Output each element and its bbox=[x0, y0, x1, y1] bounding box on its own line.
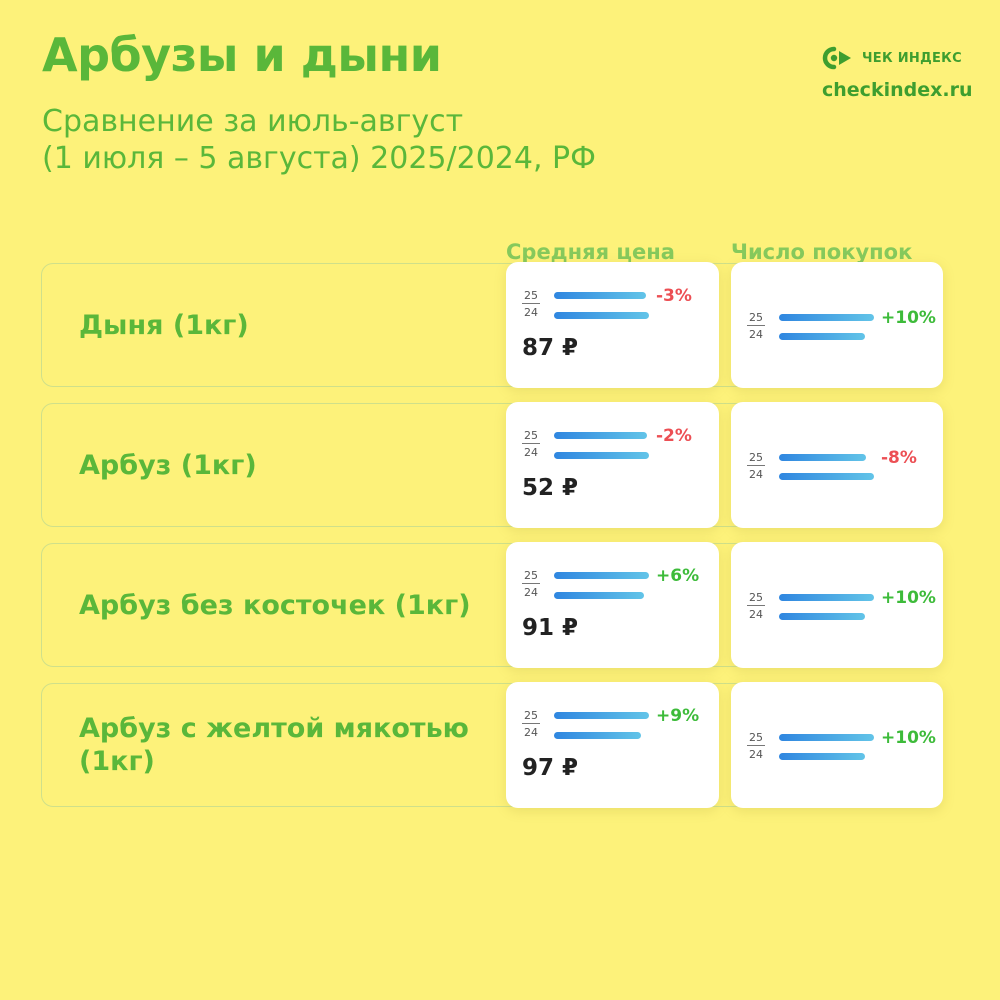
bar-2025 bbox=[779, 314, 874, 321]
bar-2025 bbox=[554, 292, 647, 299]
page-title: Арбузы и дыни bbox=[42, 28, 442, 82]
column-header-avg-price: Средняя цена bbox=[506, 240, 675, 264]
avg-price-card: 25 24 -3% 87 ₽ bbox=[506, 262, 719, 388]
purchases-change-label: +10% bbox=[881, 308, 936, 328]
year-labels: 25 24 bbox=[522, 289, 540, 319]
year-labels: 25 24 bbox=[747, 311, 765, 341]
row-label: Арбуз с желтой мякотью (1кг) bbox=[79, 683, 499, 807]
price-change-label: +6% bbox=[656, 566, 700, 586]
year-label-25: 25 bbox=[522, 709, 540, 724]
bar-2024 bbox=[779, 333, 866, 340]
year-label-24: 24 bbox=[749, 468, 763, 481]
bar-2025 bbox=[779, 454, 867, 461]
purchases-card: 25 24 +10% bbox=[731, 262, 943, 388]
row-label: Арбуз без косточек (1кг) bbox=[79, 543, 499, 667]
year-label-25: 25 bbox=[747, 451, 765, 466]
purchases-card: 25 24 -8% bbox=[731, 402, 943, 528]
cheque-index-logo-icon bbox=[822, 46, 851, 70]
year-labels: 25 24 bbox=[747, 731, 765, 761]
row-label: Дыня (1кг) bbox=[79, 263, 499, 387]
subtitle-line-1: Сравнение за июль-август bbox=[42, 104, 464, 139]
year-label-24: 24 bbox=[749, 328, 763, 341]
purchases-change-label: +10% bbox=[881, 588, 936, 608]
year-label-24: 24 bbox=[749, 608, 763, 621]
avg-price-value: 97 ₽ bbox=[522, 755, 579, 781]
year-labels: 25 24 bbox=[747, 451, 765, 481]
bar-2024 bbox=[779, 473, 874, 480]
purchases-change-label: +10% bbox=[881, 728, 936, 748]
year-label-25: 25 bbox=[522, 429, 540, 444]
year-label-24: 24 bbox=[524, 726, 538, 739]
subtitle-line-2: (1 июля – 5 августа) 2025/2024, РФ bbox=[42, 141, 596, 176]
year-labels: 25 24 bbox=[522, 429, 540, 459]
bar-2024 bbox=[554, 732, 642, 739]
column-header-purchases: Число покупок bbox=[731, 240, 913, 264]
page-subtitle: Сравнение за июль-август (1 июля – 5 авг… bbox=[42, 103, 762, 177]
site-link[interactable]: checkindex.ru bbox=[822, 79, 973, 101]
year-label-25: 25 bbox=[522, 289, 540, 304]
price-change-label: +9% bbox=[656, 706, 700, 726]
bar-2024 bbox=[779, 753, 866, 760]
bar-2024 bbox=[554, 452, 649, 459]
year-label-25: 25 bbox=[747, 591, 765, 606]
bar-2025 bbox=[554, 712, 649, 719]
year-label-25: 25 bbox=[522, 569, 540, 584]
product-name: Арбуз с желтой мякотью (1кг) bbox=[79, 713, 469, 777]
year-label-25: 25 bbox=[747, 731, 765, 746]
purchases-change-label: -8% bbox=[881, 448, 917, 468]
price-change-label: -3% bbox=[656, 286, 692, 306]
year-label-24: 24 bbox=[524, 306, 538, 319]
year-label-25: 25 bbox=[747, 311, 765, 326]
purchases-card: 25 24 +10% bbox=[731, 682, 943, 808]
avg-price-card: 25 24 +9% 97 ₽ bbox=[506, 682, 719, 808]
bar-2024 bbox=[554, 592, 644, 599]
bar-2024 bbox=[554, 312, 649, 319]
bar-2025 bbox=[779, 594, 874, 601]
product-name: Арбуз (1кг) bbox=[79, 449, 257, 481]
avg-price-value: 87 ₽ bbox=[522, 335, 579, 361]
avg-price-card: 25 24 +6% 91 ₽ bbox=[506, 542, 719, 668]
purchases-card: 25 24 +10% bbox=[731, 542, 943, 668]
year-label-24: 24 bbox=[749, 748, 763, 761]
product-name: Арбуз без косточек (1кг) bbox=[79, 589, 471, 621]
year-label-24: 24 bbox=[524, 586, 538, 599]
logo-text: ЧЕК ИНДЕКС bbox=[862, 50, 962, 66]
avg-price-card: 25 24 -2% 52 ₽ bbox=[506, 402, 719, 528]
avg-price-value: 52 ₽ bbox=[522, 475, 579, 501]
bar-2024 bbox=[779, 613, 866, 620]
year-labels: 25 24 bbox=[747, 591, 765, 621]
price-change-label: -2% bbox=[656, 426, 692, 446]
product-name: Дыня (1кг) bbox=[79, 309, 249, 341]
bar-2025 bbox=[779, 734, 874, 741]
bar-2025 bbox=[554, 572, 649, 579]
bar-2025 bbox=[554, 432, 648, 439]
avg-price-value: 91 ₽ bbox=[522, 615, 579, 641]
year-label-24: 24 bbox=[524, 446, 538, 459]
year-labels: 25 24 bbox=[522, 709, 540, 739]
row-label: Арбуз (1кг) bbox=[79, 403, 499, 527]
brand-logo: ЧЕК ИНДЕКС bbox=[820, 44, 962, 72]
year-labels: 25 24 bbox=[522, 569, 540, 599]
